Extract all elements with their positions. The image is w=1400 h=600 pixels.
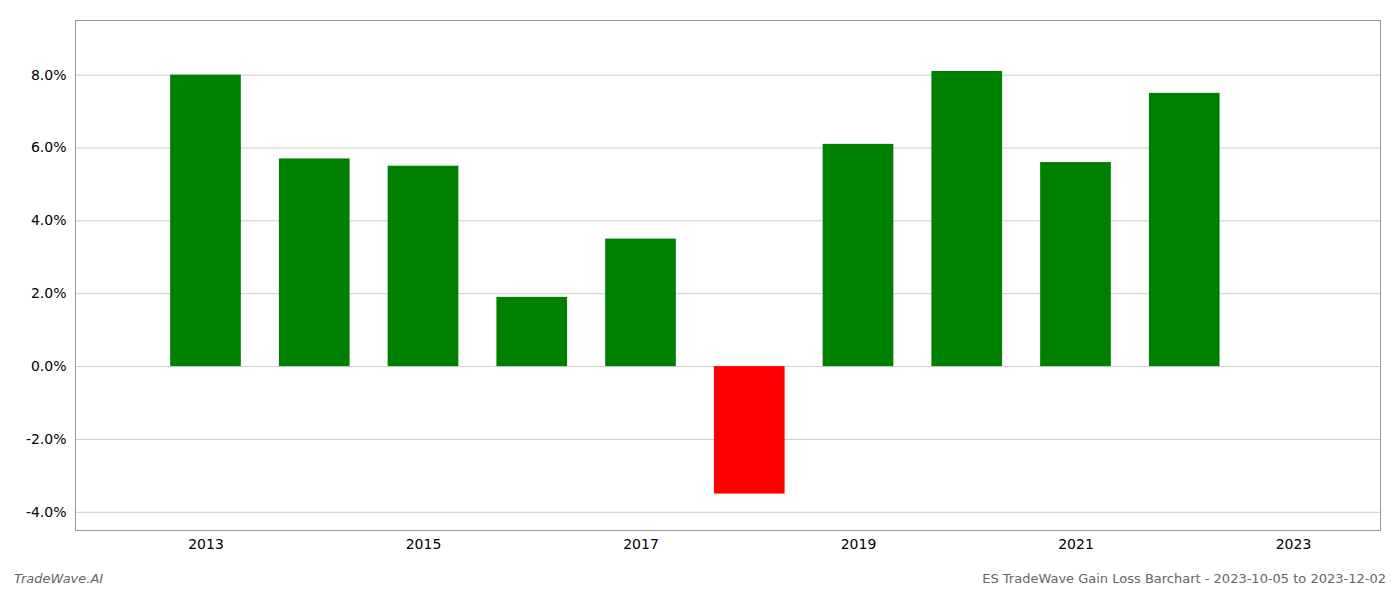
svg-text:6.0%: 6.0% xyxy=(31,139,67,155)
svg-text:2.0%: 2.0% xyxy=(31,285,67,301)
svg-text:4.0%: 4.0% xyxy=(31,212,67,228)
svg-text:2013: 2013 xyxy=(188,536,224,552)
svg-text:2019: 2019 xyxy=(841,536,877,552)
html-text:ES TradeWave Gain Loss Barchar: ES TradeWave Gain Loss Barchart - 2023-1… xyxy=(982,571,1386,586)
svg-text:2017: 2017 xyxy=(623,536,659,552)
svg-text:2021: 2021 xyxy=(1058,536,1094,552)
svg-text:2015: 2015 xyxy=(406,536,442,552)
html-text:TradeWave.AI: TradeWave.AI xyxy=(14,571,104,586)
svg-text:0.0%: 0.0% xyxy=(31,358,67,374)
svg-text:8.0%: 8.0% xyxy=(31,67,67,83)
svg-text:2023: 2023 xyxy=(1276,536,1312,552)
svg-text:-4.0%: -4.0% xyxy=(26,504,67,520)
svg-text:-2.0%: -2.0% xyxy=(26,431,67,447)
